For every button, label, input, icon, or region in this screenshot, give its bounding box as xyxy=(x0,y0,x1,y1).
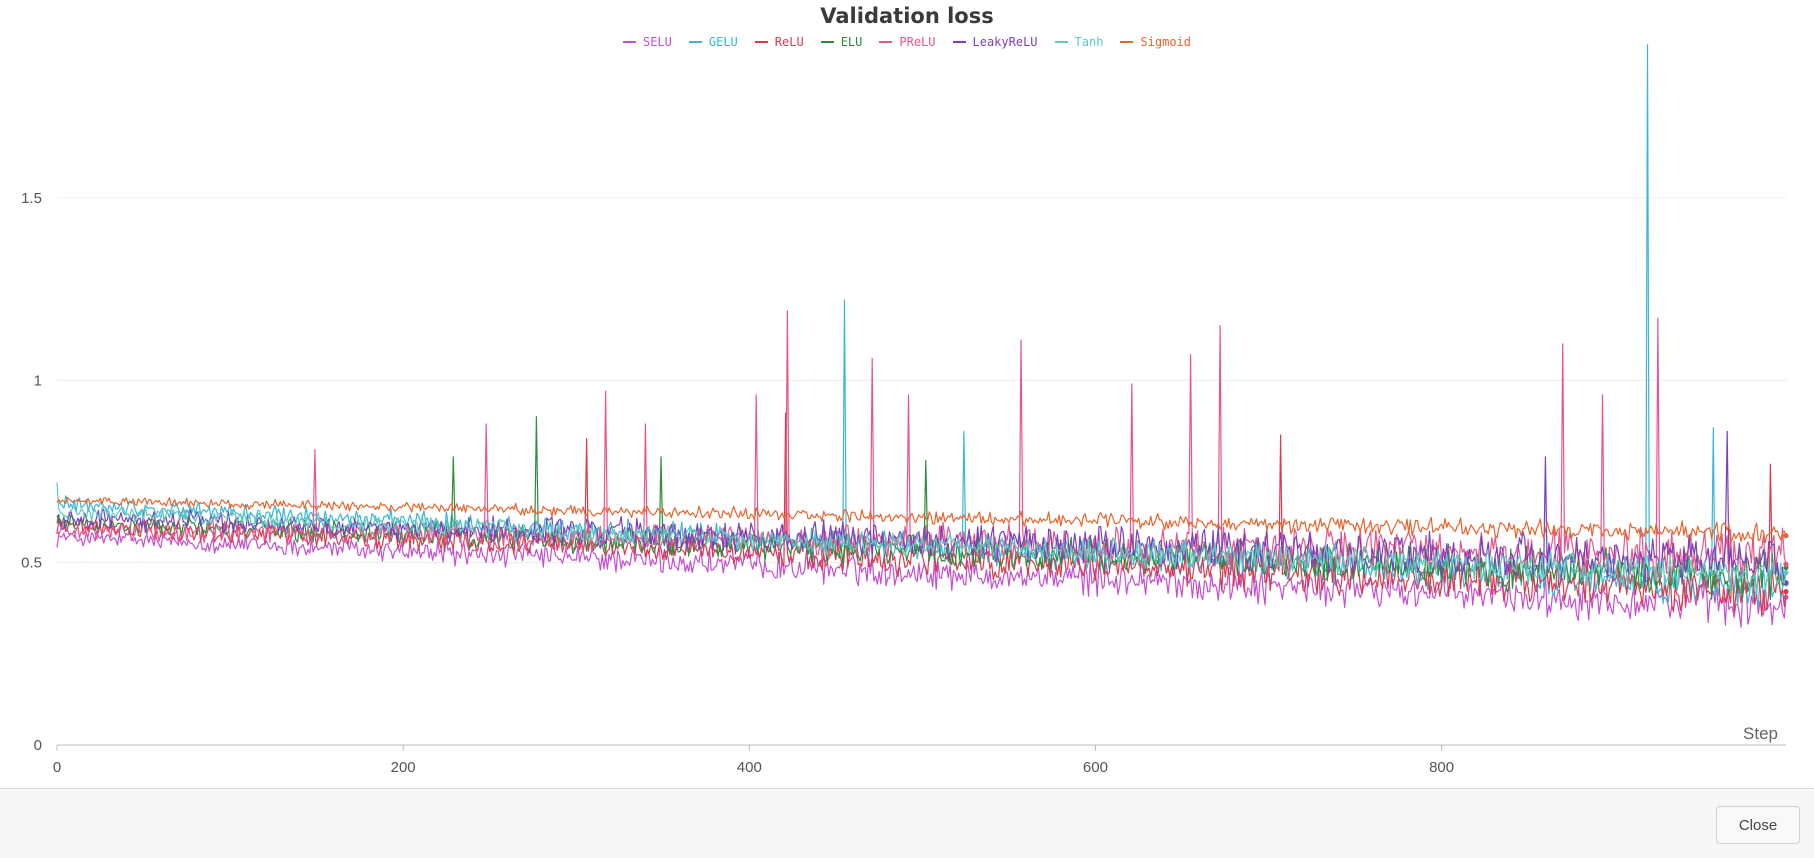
dialog-footer: Close xyxy=(0,788,1814,858)
legend: SELU GELU ReLU ELU PReLU LeakyReLU Tanh Sigmoid xyxy=(0,35,1814,49)
y-tick-label: 1.5 xyxy=(21,190,42,207)
y-tick-label: 0.5 xyxy=(21,555,42,572)
y-tick-label: 1 xyxy=(34,372,42,389)
series-group xyxy=(56,44,1789,628)
series-relu-endpoint xyxy=(1783,589,1789,595)
x-tick-label: 800 xyxy=(1429,759,1454,776)
x-tick-label: 200 xyxy=(391,759,416,776)
close-button[interactable]: Close xyxy=(1716,806,1800,844)
series-leakyrelu-line xyxy=(56,430,1787,585)
legend-item-sigmoid[interactable]: Sigmoid xyxy=(1120,35,1191,49)
series-sigmoid-endpoint xyxy=(1783,533,1789,539)
legend-item-gelu[interactable]: GELU xyxy=(688,35,738,49)
series-prelu-endpoint xyxy=(1783,561,1789,567)
legend-item-relu[interactable]: ReLU xyxy=(754,35,804,49)
legend-label: GELU xyxy=(708,35,738,49)
legend-item-selu[interactable]: SELU xyxy=(622,35,672,49)
legend-label: LeakyReLU xyxy=(972,35,1038,49)
legend-swatch xyxy=(879,41,893,43)
y-tick-label: 0 xyxy=(34,737,42,754)
legend-label: ReLU xyxy=(774,35,804,49)
legend-item-prelu[interactable]: PReLU xyxy=(879,35,936,49)
series-tanh-line xyxy=(56,482,1787,595)
chart: 0 0.5 1 1.5 0 200 400 600 800 Step xyxy=(21,44,1789,776)
legend-swatch xyxy=(1054,41,1068,43)
chart-title: Validation loss xyxy=(820,4,994,28)
legend-item-tanh[interactable]: Tanh xyxy=(1054,35,1104,49)
x-tick-label: 0 xyxy=(53,759,61,776)
x-axis-label: Step xyxy=(1743,724,1778,743)
legend-swatch xyxy=(688,41,702,43)
x-tick-label: 400 xyxy=(737,759,762,776)
legend-label: SELU xyxy=(642,35,672,49)
legend-label: Sigmoid xyxy=(1140,35,1192,49)
legend-item-leakyrelu[interactable]: LeakyReLU xyxy=(952,35,1038,49)
legend-swatch xyxy=(820,41,834,43)
axes: 0 0.5 1 1.5 0 200 400 600 800 xyxy=(21,190,1786,776)
legend-label: Tanh xyxy=(1074,35,1104,49)
legend-label: ELU xyxy=(840,35,863,49)
legend-swatch xyxy=(622,41,636,43)
legend-label: PReLU xyxy=(899,35,936,49)
x-tick-label: 600 xyxy=(1083,759,1108,776)
legend-swatch xyxy=(754,41,768,43)
series-tanh-endpoint xyxy=(1783,570,1789,576)
legend-swatch xyxy=(952,41,966,43)
legend-item-elu[interactable]: ELU xyxy=(820,35,863,49)
legend-swatch xyxy=(1120,41,1134,43)
series-sigmoid-line xyxy=(56,496,1787,544)
